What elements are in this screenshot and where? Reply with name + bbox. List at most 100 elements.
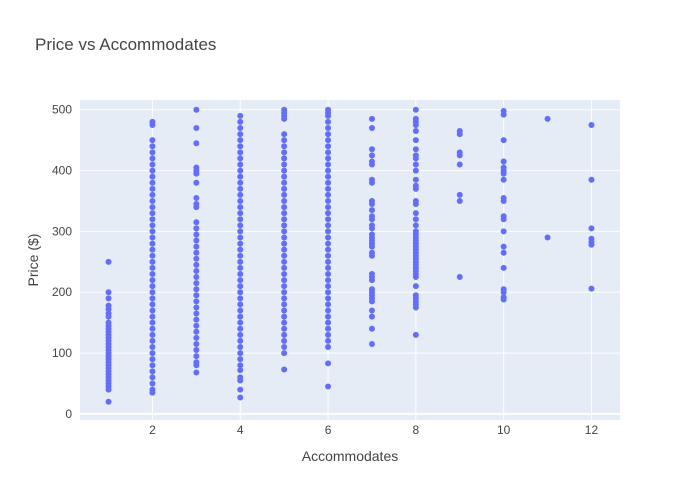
data-point [193, 316, 200, 323]
data-point [237, 228, 244, 235]
data-point [149, 216, 156, 223]
data-point [325, 252, 332, 259]
data-point [456, 191, 463, 198]
x-tick-label: 2 [149, 423, 156, 437]
data-point [149, 204, 156, 211]
data-point [368, 225, 375, 232]
data-point [149, 222, 156, 229]
data-point [281, 343, 288, 350]
data-point [193, 362, 200, 369]
data-point [149, 161, 156, 168]
data-point [325, 319, 332, 326]
data-point [325, 204, 332, 211]
data-point [193, 286, 200, 293]
data-point [237, 325, 244, 332]
data-point [237, 283, 244, 290]
data-point [193, 249, 200, 256]
data-point [237, 331, 244, 338]
data-point [237, 204, 244, 211]
data-point [105, 306, 112, 313]
data-point [193, 140, 200, 147]
data-point [412, 128, 419, 135]
data-point [237, 173, 244, 180]
data-point [237, 337, 244, 344]
data-point [281, 131, 288, 138]
y-tick-label: 100 [52, 346, 72, 360]
data-point [237, 350, 244, 357]
data-point [237, 246, 244, 253]
data-point [456, 131, 463, 138]
data-point [281, 143, 288, 150]
data-point [281, 350, 288, 357]
data-point [325, 167, 332, 174]
data-point [281, 252, 288, 259]
data-point [588, 225, 595, 232]
y-gridlines [80, 109, 620, 415]
data-point [237, 367, 244, 374]
data-point [456, 152, 463, 159]
data-point [412, 274, 419, 281]
data-point [105, 289, 112, 296]
data-point [281, 325, 288, 332]
data-point [149, 283, 156, 290]
data-point [368, 298, 375, 305]
data-point [500, 216, 507, 223]
data-point [412, 167, 419, 174]
data-point [237, 155, 244, 162]
data-point [149, 252, 156, 259]
data-point [325, 246, 332, 253]
data-point [325, 325, 332, 332]
data-point [237, 252, 244, 259]
data-point [149, 264, 156, 271]
data-point [281, 115, 288, 122]
data-point [149, 374, 156, 381]
data-point [368, 325, 375, 332]
plot-area [80, 100, 620, 420]
data-point [193, 340, 200, 347]
data-point [105, 398, 112, 405]
data-point [281, 210, 288, 217]
data-point [193, 255, 200, 262]
data-point [500, 264, 507, 271]
data-point [281, 258, 288, 265]
data-point [325, 149, 332, 156]
data-point [149, 325, 156, 332]
data-point [281, 204, 288, 211]
data-point [281, 246, 288, 253]
data-point [588, 121, 595, 128]
data-point [193, 280, 200, 287]
data-point [193, 204, 200, 211]
data-points [105, 106, 595, 405]
data-point [193, 170, 200, 177]
data-point [325, 197, 332, 204]
data-point [281, 149, 288, 156]
data-point [325, 283, 332, 290]
data-point [368, 252, 375, 259]
data-point [500, 111, 507, 118]
data-point [325, 155, 332, 162]
data-point [368, 216, 375, 223]
data-point [149, 295, 156, 302]
data-point [368, 201, 375, 208]
data-point [412, 331, 419, 338]
data-point [193, 194, 200, 201]
data-point [105, 295, 112, 302]
data-point [412, 185, 419, 192]
data-point [368, 243, 375, 250]
data-point [325, 191, 332, 198]
data-point [588, 285, 595, 292]
data-point [500, 158, 507, 165]
data-point [412, 137, 419, 144]
data-point [149, 313, 156, 320]
data-point [281, 366, 288, 373]
data-point [325, 360, 332, 367]
data-point [368, 115, 375, 122]
data-point [368, 124, 375, 131]
x-tick-labels: 2 4 6 8 10 12 [149, 423, 598, 437]
data-point [149, 307, 156, 314]
data-point [500, 197, 507, 204]
data-point [500, 289, 507, 296]
data-point [281, 270, 288, 277]
data-point [325, 161, 332, 168]
data-point [412, 121, 419, 128]
